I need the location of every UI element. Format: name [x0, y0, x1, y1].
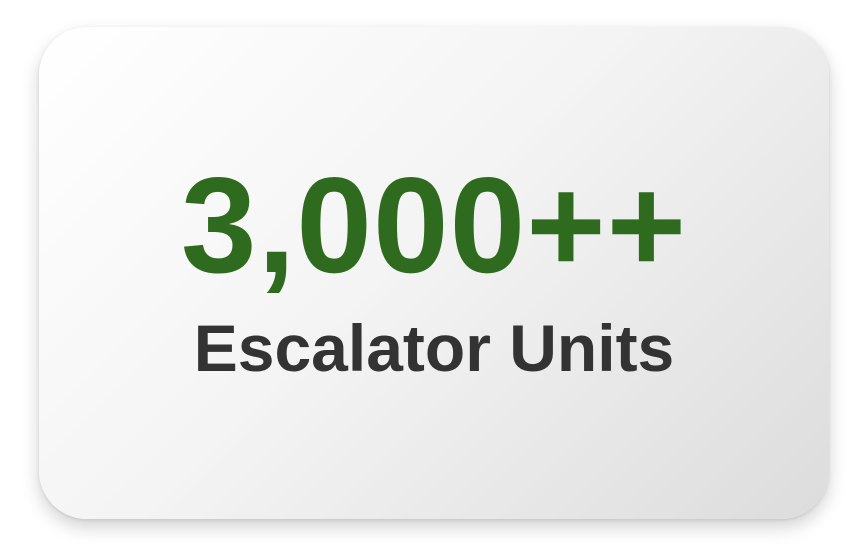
stat-card: 3,000++ Escalator Units: [39, 27, 829, 519]
stat-label: Escalator Units: [193, 311, 675, 385]
stat-value: 3,000++: [180, 149, 688, 301]
